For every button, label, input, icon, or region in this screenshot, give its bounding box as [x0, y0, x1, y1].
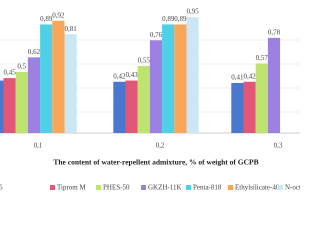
bar: [186, 17, 199, 134]
legend-label: Penta-818: [193, 184, 222, 192]
bar: [174, 24, 187, 134]
bar: [52, 20, 65, 133]
value-label: 0,89: [174, 15, 187, 23]
bar: [125, 80, 138, 133]
legend-swatch: [141, 185, 146, 190]
x-tick-label: 0,1: [34, 142, 43, 150]
legend-label: GKZH-11K: [148, 184, 182, 192]
bar: [137, 65, 150, 133]
bar: [40, 24, 53, 134]
bar: [27, 57, 41, 133]
value-label: 0,89: [40, 15, 53, 23]
bar: [15, 72, 28, 133]
value-label: 0,55: [138, 57, 151, 65]
legend-label: PHES-50: [103, 184, 130, 192]
x-axis-title: The content of water-repellent admixture…: [53, 158, 258, 167]
legend-label: 6: [0, 184, 3, 192]
value-label: 0,78: [268, 28, 281, 36]
legend-label: Ethylsilicate-40: [235, 184, 280, 192]
bar: [0, 80, 4, 133]
bar: [231, 82, 244, 133]
value-label: 0,92: [52, 11, 65, 19]
legend-swatch: [228, 185, 233, 190]
x-tick-label: 0,3: [274, 142, 283, 150]
value-label: 0,62: [28, 48, 41, 56]
legend-swatch: [278, 185, 283, 190]
value-label: 0,42: [243, 72, 256, 80]
bar: [149, 40, 163, 133]
bar: [267, 37, 281, 134]
value-label: 0,76: [150, 31, 163, 39]
x-tick-label: 0,2: [156, 142, 165, 150]
value-label: 0,41: [231, 74, 244, 82]
value-label: 0,81: [64, 25, 77, 33]
value-label: 0,5: [17, 63, 26, 71]
legend-swatch: [186, 185, 191, 190]
bar: [243, 81, 256, 133]
page: {"chart_data": {"type": "bar", "x_label"…: [0, 7, 300, 192]
value-label: 0,45: [3, 69, 16, 77]
legend-swatch: [96, 185, 101, 190]
bar: [3, 78, 16, 133]
value-label: 0,57: [256, 54, 269, 62]
value-label: 0,43: [125, 71, 138, 79]
legend-label: N-octyl: [285, 184, 300, 192]
bar: [113, 81, 126, 133]
bar: [255, 63, 268, 133]
bar: [162, 24, 175, 134]
value-label: 0,95: [186, 8, 199, 16]
legend-label: Tiprom M: [57, 184, 87, 192]
legend-swatch: [50, 185, 55, 190]
value-label: 0,42: [113, 72, 126, 80]
bar: [64, 34, 77, 133]
chart: The content of water-repellent admixture…: [0, 8, 300, 192]
value-label: 0,89: [162, 15, 175, 23]
